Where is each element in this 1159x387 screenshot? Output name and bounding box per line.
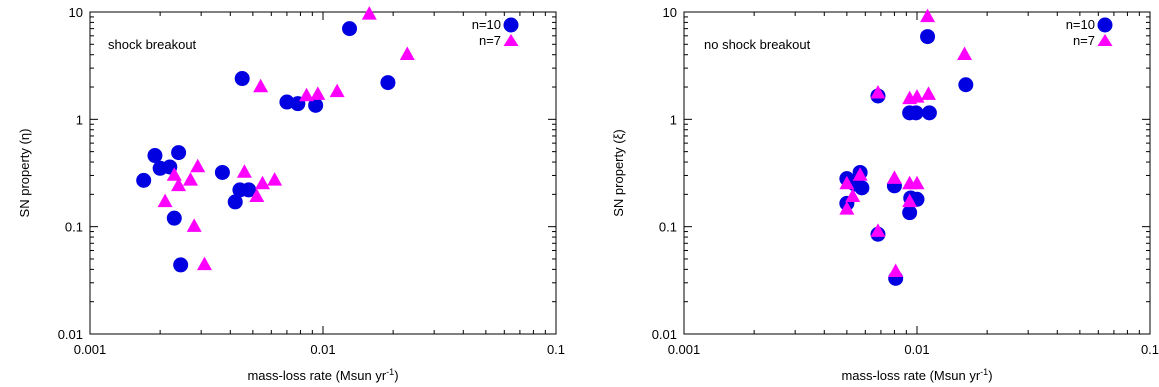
data-point-triangle bbox=[171, 177, 187, 192]
data-point-circle bbox=[214, 164, 230, 180]
data-point-circle bbox=[147, 148, 163, 164]
x-axis-label: mass-loss rate (Msun yr-1) bbox=[841, 367, 992, 383]
x-axis-label-end: ) bbox=[988, 368, 992, 383]
data-point-triangle bbox=[957, 46, 973, 60]
data-point-circle bbox=[902, 205, 918, 221]
legend-marker-n7 bbox=[503, 34, 519, 46]
data-points bbox=[839, 8, 974, 286]
data-point-triangle bbox=[888, 263, 904, 278]
data-point-circle bbox=[234, 71, 250, 87]
plot-frame bbox=[683, 11, 1151, 335]
legend-label-n10: n=10 bbox=[472, 17, 501, 32]
data-point-circle bbox=[958, 77, 974, 93]
x-tick-label: 0.01 bbox=[904, 342, 929, 357]
x-tick-label: 0.001 bbox=[74, 342, 107, 357]
x-tick-label: 0.1 bbox=[547, 342, 565, 357]
x-tick-label: 0.1 bbox=[1141, 342, 1159, 357]
data-point-circle bbox=[136, 172, 152, 188]
data-point-triangle bbox=[183, 172, 199, 186]
data-point-triangle bbox=[236, 164, 252, 178]
data-point-triangle bbox=[902, 193, 918, 208]
data-point-triangle bbox=[299, 87, 315, 102]
axis-ticks bbox=[683, 11, 1151, 335]
legend: n=10 n=7 bbox=[1066, 17, 1113, 48]
panel-annotation: no shock breakout bbox=[704, 37, 811, 52]
data-point-triangle bbox=[310, 86, 326, 100]
data-point-triangle bbox=[255, 175, 271, 190]
data-point-circle bbox=[279, 94, 295, 110]
y-tick-label: 0.01 bbox=[652, 327, 677, 342]
data-point-triangle bbox=[190, 158, 206, 173]
data-point-circle bbox=[921, 105, 937, 121]
data-point-triangle bbox=[870, 84, 886, 99]
y-axis-label: SN property (ξ) bbox=[611, 129, 626, 216]
legend-label-n10: n=10 bbox=[1066, 17, 1095, 32]
data-point-triangle bbox=[852, 167, 868, 181]
x-axis-label-sup: -1 bbox=[980, 367, 988, 377]
data-point-triangle bbox=[920, 86, 936, 100]
data-point-triangle bbox=[886, 170, 902, 184]
legend-marker-n10 bbox=[1097, 17, 1113, 33]
data-point-triangle bbox=[186, 218, 202, 232]
data-point-triangle bbox=[870, 223, 886, 237]
y-tick-label: 1 bbox=[76, 112, 83, 127]
data-point-triangle bbox=[157, 193, 173, 208]
data-point-triangle bbox=[253, 78, 269, 93]
y-tick-label: 1 bbox=[670, 112, 677, 127]
x-tick-label: 0.01 bbox=[310, 342, 335, 357]
data-point-circle bbox=[173, 257, 189, 273]
data-point-circle bbox=[308, 97, 324, 113]
data-point-triangle bbox=[920, 8, 936, 23]
data-point-circle bbox=[854, 180, 870, 196]
legend-label-n7: n=7 bbox=[1073, 33, 1095, 48]
data-point-circle bbox=[241, 182, 257, 198]
legend: n=10 n=7 bbox=[472, 17, 519, 48]
data-point-circle bbox=[908, 105, 924, 121]
data-point-triangle bbox=[839, 201, 855, 215]
data-point-triangle bbox=[909, 175, 925, 190]
legend-label-n7: n=7 bbox=[479, 33, 501, 48]
data-point-circle bbox=[166, 210, 182, 226]
x-axis-label-sup: -1 bbox=[386, 367, 394, 377]
y-tick-label: 0.01 bbox=[58, 327, 83, 342]
y-tick-label: 10 bbox=[69, 5, 83, 20]
data-point-triangle bbox=[361, 6, 377, 20]
x-tick-label: 0.001 bbox=[668, 342, 701, 357]
data-point-circle bbox=[227, 194, 243, 210]
panel-annotation: shock breakout bbox=[108, 37, 197, 52]
data-point-circle bbox=[171, 145, 187, 161]
data-point-triangle bbox=[329, 83, 345, 98]
y-tick-label: 10 bbox=[663, 5, 677, 20]
y-tick-label: 0.1 bbox=[65, 220, 83, 235]
y-tick-label: 0.1 bbox=[659, 220, 677, 235]
x-axis-label: mass-loss rate (Msun yr-1) bbox=[247, 367, 398, 383]
data-point-triangle bbox=[267, 172, 283, 186]
data-point-circle bbox=[920, 29, 936, 45]
axis-ticks bbox=[89, 11, 557, 335]
legend-marker-n7 bbox=[1097, 34, 1113, 46]
x-axis-label-main: mass-loss rate (Msun yr bbox=[247, 368, 386, 383]
data-point-triangle bbox=[909, 89, 925, 103]
data-point-triangle bbox=[839, 175, 855, 190]
data-point-triangle bbox=[196, 256, 212, 271]
data-point-triangle bbox=[399, 46, 415, 60]
data-point-triangle bbox=[166, 167, 182, 181]
x-axis-label-end: ) bbox=[394, 368, 398, 383]
data-point-circle bbox=[342, 21, 358, 37]
data-points bbox=[136, 6, 415, 273]
data-point-triangle bbox=[249, 188, 265, 202]
y-axis-label: SN property (η) bbox=[17, 129, 32, 218]
legend-marker-n10 bbox=[503, 17, 519, 33]
x-axis-label-main: mass-loss rate (Msun yr bbox=[841, 368, 980, 383]
data-point-circle bbox=[380, 75, 396, 91]
data-point-triangle bbox=[845, 188, 861, 202]
